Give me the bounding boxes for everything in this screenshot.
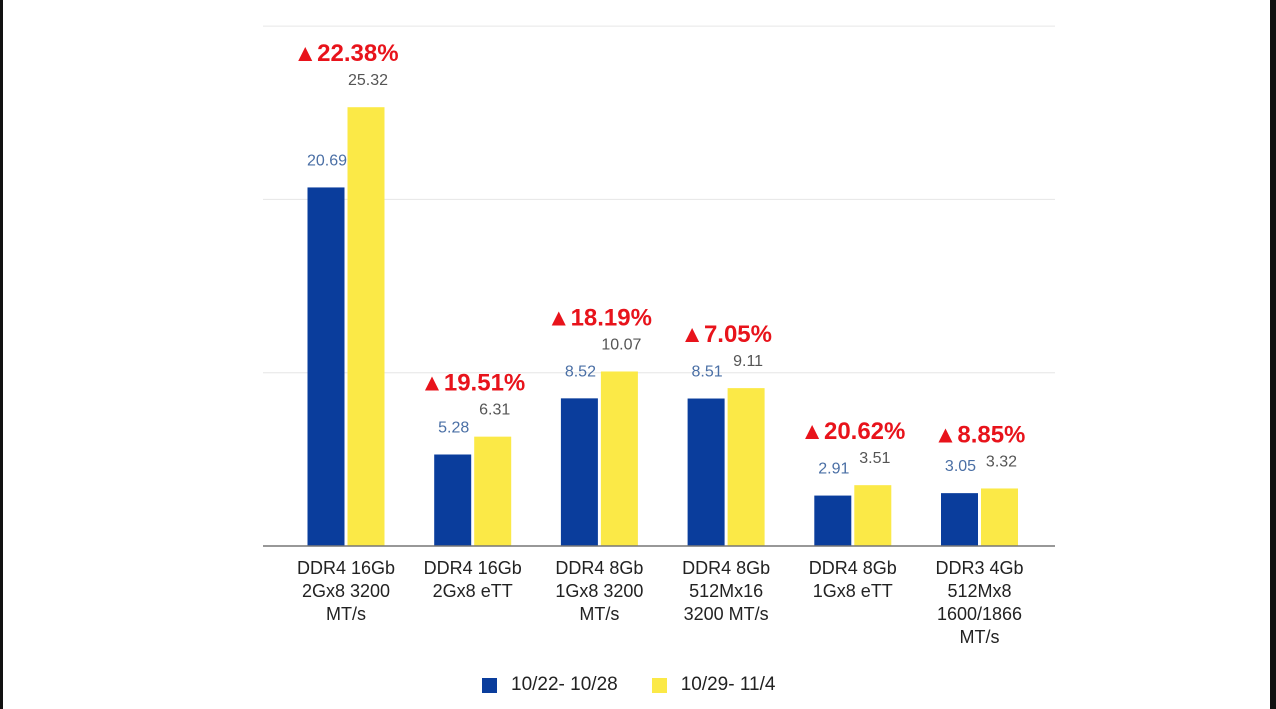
data-label-series-2-6: 3.32	[986, 453, 1017, 470]
category-label-line: 512Mx16	[689, 581, 763, 601]
change-annotation-1: ▲22.38%	[293, 40, 398, 67]
bar-series-2-5	[854, 485, 892, 546]
bar-series-1-5	[814, 495, 852, 546]
change-annotation-2: ▲19.51%	[420, 370, 525, 397]
category-label-line: 1Gx8 3200	[555, 581, 643, 601]
category-label-6: DDR3 4Gb 512Mx8 1600/1866 MT/s	[935, 558, 1023, 647]
change-annotation-6: ▲8.85%	[934, 421, 1026, 448]
data-label-series-2-5: 3.51	[859, 450, 890, 467]
category-label-line: MT/s	[960, 627, 1000, 647]
bar-series-2-1	[347, 107, 385, 546]
legend: 10/22- 10/28 10/29- 11/4	[482, 672, 809, 698]
category-label-3: DDR4 8Gb 1Gx8 3200 MT/s	[555, 558, 643, 624]
data-label-series-1-2: 5.28	[438, 419, 469, 436]
bar-series-2-4	[727, 388, 765, 546]
data-label-series-2-4: 9.11	[733, 353, 763, 370]
left-frame-border	[0, 0, 3, 709]
category-label-line: 1Gx8 eTT	[813, 581, 893, 601]
change-annotation-5: ▲20.62%	[800, 418, 905, 445]
category-label-1: DDR4 16Gb 2Gx8 3200 MT/s	[297, 558, 395, 624]
category-label-line: DDR4 8Gb	[809, 558, 897, 578]
category-label-4: DDR4 8Gb 512Mx16 3200 MT/s	[682, 558, 770, 624]
data-label-series-1-6: 3.05	[945, 458, 976, 475]
data-label-series-2-2: 6.31	[479, 402, 510, 419]
data-label-series-2-1: 25.32	[348, 72, 388, 89]
category-label-line: MT/s	[579, 604, 619, 624]
category-label-line: MT/s	[326, 604, 366, 624]
category-label-line: 1600/1866	[937, 604, 1022, 624]
bar-series-2-6	[981, 488, 1018, 546]
bar-chart: 20.69 25.32 ▲22.38% DDR4 16Gb 2Gx8 3200 MT/s 5…	[263, 25, 1055, 647]
category-label-line: DDR4 8Gb	[682, 558, 770, 578]
legend-item-series-2: 10/29- 11/4	[651, 674, 776, 696]
bar-series-1-2	[434, 454, 472, 546]
legend-label-series-2: 10/29- 11/4	[680, 674, 776, 695]
category-label-line: DDR4 16Gb	[297, 558, 395, 578]
category-label-2: DDR4 16Gb 2Gx8 eTT	[424, 558, 522, 601]
legend-swatch-series-1	[482, 677, 497, 693]
bar-series-2-2	[474, 436, 512, 546]
change-annotation-3: ▲18.19%	[547, 304, 652, 331]
category-label-line: 2Gx8 eTT	[433, 581, 513, 601]
data-label-series-1-4: 8.51	[692, 364, 723, 381]
change-annotation-4: ▲7.05%	[680, 321, 772, 348]
category-label-line: 3200 MT/s	[684, 604, 769, 624]
bar-series-2-3	[600, 371, 638, 546]
legend-label-series-1: 10/22- 10/28	[511, 674, 618, 695]
category-label-line: DDR3 4Gb	[935, 558, 1023, 578]
category-label-5: DDR4 8Gb 1Gx8 eTT	[809, 558, 897, 601]
data-label-series-1-3: 8.52	[565, 363, 596, 380]
right-frame-border	[1270, 0, 1276, 709]
data-label-series-1-1: 20.69	[307, 152, 347, 169]
legend-swatch-series-2	[651, 677, 667, 693]
bar-series-1-6	[941, 493, 978, 546]
category-label-line: DDR4 16Gb	[424, 558, 522, 578]
bar-series-1-4	[687, 398, 725, 546]
data-label-series-2-3: 10.07	[601, 336, 641, 353]
legend-item-series-1: 10/22- 10/28	[482, 674, 618, 696]
bar-series-1-3	[560, 398, 598, 546]
data-label-series-1-5: 2.91	[818, 461, 849, 478]
category-label-line: 2Gx8 3200	[302, 581, 390, 601]
bar-series-1-1	[307, 187, 345, 546]
category-label-line: 512Mx8	[947, 581, 1011, 601]
category-label-line: DDR4 8Gb	[555, 558, 643, 578]
